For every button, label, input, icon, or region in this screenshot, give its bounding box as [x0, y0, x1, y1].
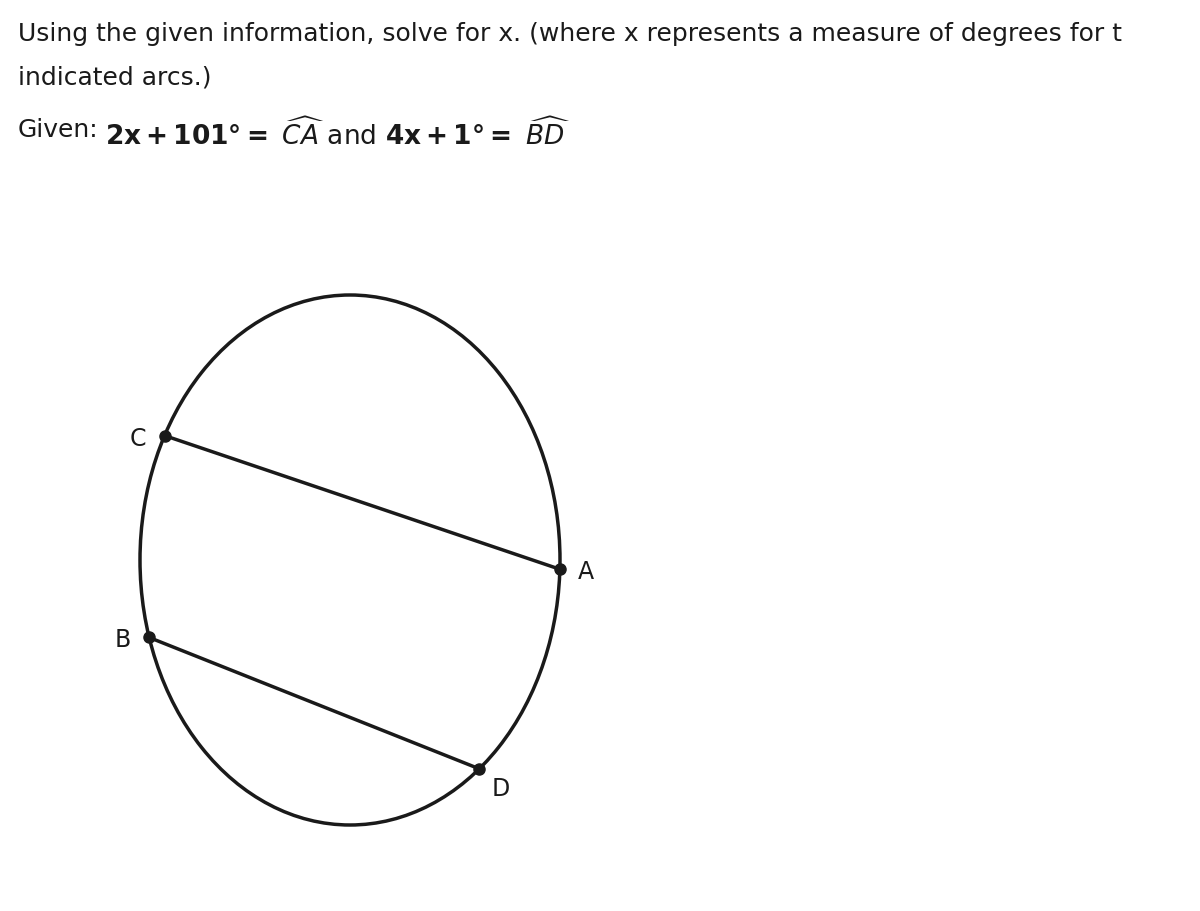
- Text: B: B: [115, 629, 131, 652]
- Text: indicated arcs.): indicated arcs.): [18, 65, 211, 89]
- Text: Given:: Given:: [18, 118, 98, 142]
- Text: D: D: [491, 777, 510, 801]
- Text: A: A: [578, 560, 594, 584]
- Text: $\mathbf{2x + 101° =}\ \widehat{\mathit{CA}}$$\ \mathrm{and}\ \mathbf{4x + 1° =}: $\mathbf{2x + 101° =}\ \widehat{\mathit{…: [106, 118, 570, 151]
- Text: C: C: [130, 426, 146, 451]
- Text: Using the given information, solve for x. (where x represents a measure of degre: Using the given information, solve for x…: [18, 22, 1122, 46]
